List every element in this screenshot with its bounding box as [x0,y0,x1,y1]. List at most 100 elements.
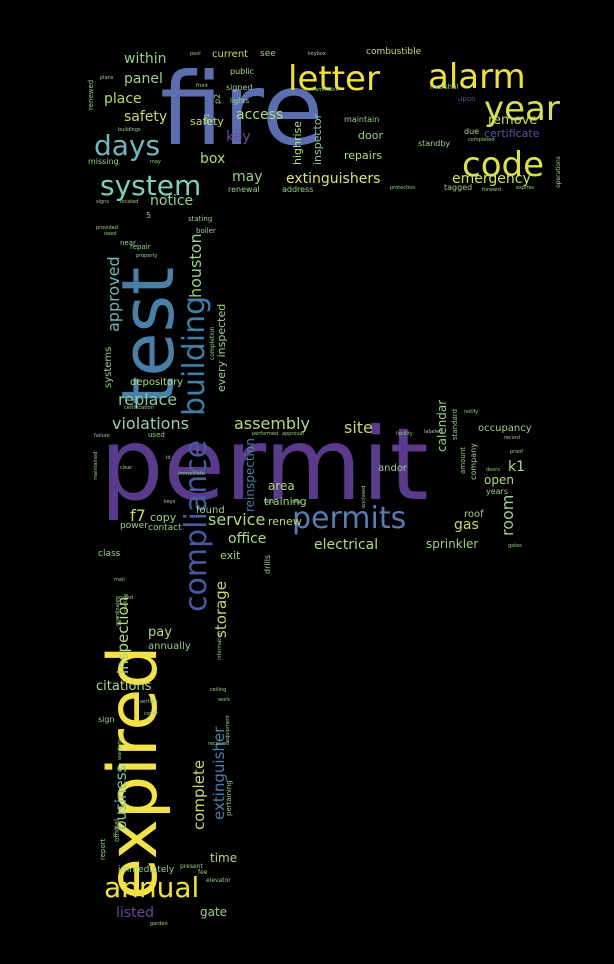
word-electrical: electrical [314,537,379,553]
word-days: days [94,129,161,162]
word-years: years [486,487,509,496]
word-notice: notice [150,193,194,209]
word-due: due [464,127,480,136]
word-signed: signed [226,83,253,92]
word-flammable: flammable [312,87,339,93]
word-pool: pool [190,51,201,57]
word-certification: certification [124,405,154,411]
word-notify: notify [464,409,479,415]
word-highrise: highrise [291,120,304,165]
word-garden: garden [150,921,168,927]
word-wardens: wardens [117,738,123,760]
word-may: may [150,159,161,165]
word-exit: exit [220,549,241,562]
word-safety: safety [190,115,224,128]
word-inspector: inspector [311,113,324,165]
word-time: time [210,851,238,865]
word-current: current [212,49,249,60]
word-pay: pay [148,625,172,640]
word-extinguishers: extinguishers [286,171,381,187]
word-renewed: renewed [87,79,95,110]
word-cooling: cooling [123,594,129,612]
word-clear: clear [120,465,133,471]
word-elevator: elevator [206,877,231,884]
word-company: company [469,443,478,480]
word-systems: systems [103,346,114,388]
word-found: found [196,505,225,516]
word-door: door [358,129,383,142]
word-performed: performed [252,431,279,437]
word-official: official [113,818,121,842]
word-completed: completed [468,137,495,143]
word-fy1: fy1 [203,113,211,124]
word-drills: drills [263,554,272,574]
word-take: take [264,499,275,505]
word-renewal: renewal [228,185,260,194]
word-id: id [166,455,171,461]
word-emergency: emergency [452,171,531,187]
word-maintained: maintained [93,451,99,480]
word-amount: amount [459,446,467,474]
word-access: access [236,107,284,123]
word-safety: safety [124,109,168,125]
word-mail: mail [114,577,125,583]
word-approved: approved [104,256,123,332]
word-coordinate: coordinate [115,599,121,626]
word-failure: failure [94,433,110,439]
word-labeled: labeled [424,429,443,435]
word-repair: repair [130,243,151,251]
word-need: need [104,231,117,237]
word-within: within [124,51,167,67]
word-posted: posted [116,595,134,601]
word-marshal: marshal [430,83,459,91]
word-may: may [232,169,263,185]
word-class: class [98,549,121,559]
word-remove: remove [488,113,538,128]
word-calendar: calendar [435,399,449,452]
word-contact: contact [148,523,182,533]
word-forward: forward [482,187,502,193]
word-standard: standard [451,408,459,440]
word-address: address [282,185,314,194]
word-information: information [217,631,223,660]
word-system: system [100,169,202,202]
word-office: office [228,531,267,547]
word-written: written [140,699,158,705]
word-houston: houston [186,233,205,298]
word-code: code [462,145,544,185]
word-f7: f7 [130,506,146,525]
word-annual: annual [104,871,200,904]
word-city: city [292,499,302,505]
word-used: used [148,431,165,439]
word-expires: expires [516,185,535,191]
word-fire: fire [160,51,324,168]
word-doors: doors [486,467,500,473]
word-maintain: maintain [344,115,380,124]
word-plans: plans [100,75,114,81]
word-boiler: boiler [196,227,216,235]
word-panel: panel [124,71,163,87]
word-training: training [264,495,307,508]
word-roof: roof [464,509,484,520]
word-every-inspected: every inspected [215,303,228,392]
word-received: received [208,741,230,747]
word-reinspection: reinspection [243,438,257,512]
word-place: place [104,91,142,107]
word-gas: gas [454,517,479,533]
word-keybox: keybox [308,51,326,57]
word-room: room [498,494,517,536]
word-gate: gate [200,905,228,919]
word-andor: andor [378,463,408,474]
word-immediately: immediately [118,865,175,875]
word-standby: standby [418,139,451,148]
word-annually: annually [148,641,191,652]
word-work: work [218,697,231,703]
word-alarm: alarm [428,57,526,97]
word-located: located [120,199,139,205]
word-storage: storage [212,581,230,638]
word-near: near [120,239,136,247]
word-cover: cover [144,711,158,717]
word-facility: facility [396,431,413,437]
word-site: site [344,418,373,437]
